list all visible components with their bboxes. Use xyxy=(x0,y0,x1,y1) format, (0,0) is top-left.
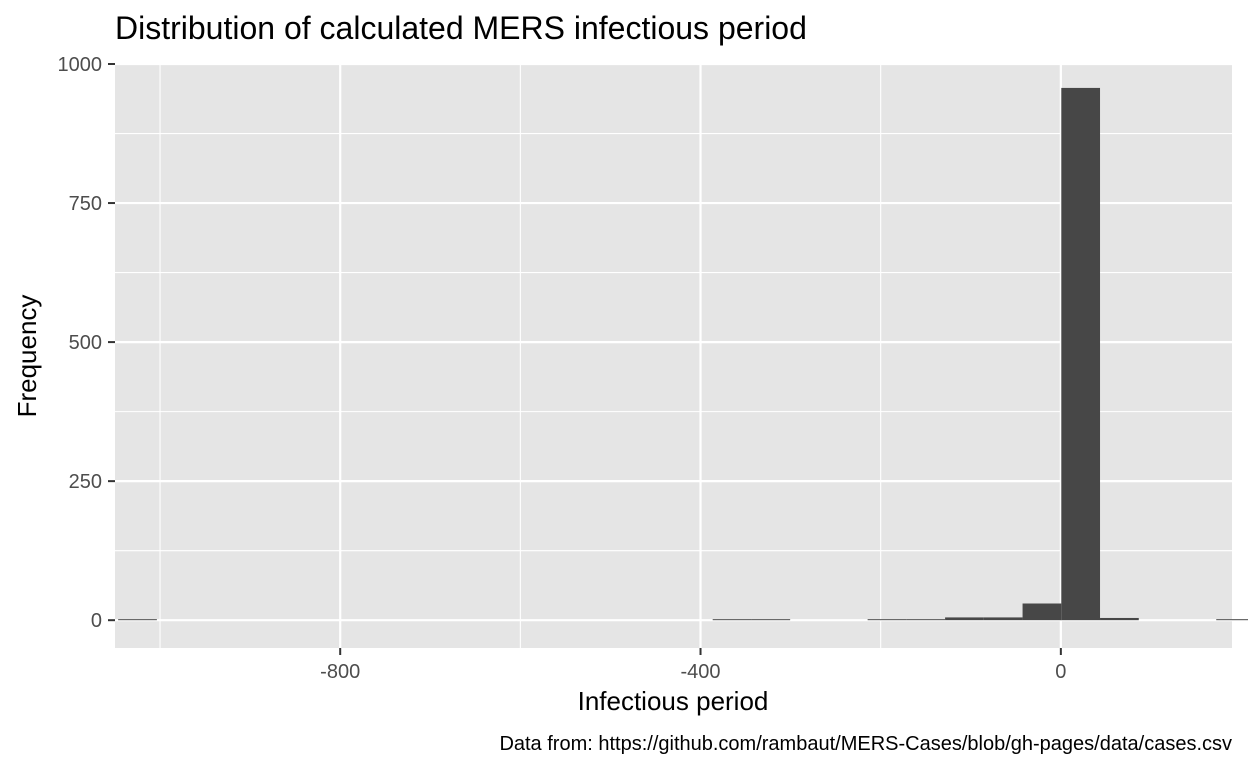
histogram-bars xyxy=(118,87,1248,621)
histogram-bar xyxy=(867,619,907,621)
y-axis-title: Frequency xyxy=(12,295,42,418)
x-tick-label: -400 xyxy=(681,661,721,683)
histogram-bar xyxy=(1100,617,1139,621)
x-tick-label: -800 xyxy=(320,661,360,683)
chart-title: Distribution of calculated MERS infectio… xyxy=(115,10,807,46)
histogram-bar xyxy=(1216,619,1248,621)
histogram-bar xyxy=(751,619,791,621)
y-tick-label: 0 xyxy=(91,610,102,632)
x-axis: -800 -400 0 xyxy=(320,648,1066,683)
y-tick-label: 750 xyxy=(69,193,102,215)
y-tick-label: 250 xyxy=(69,471,102,493)
y-tick-label: 1000 xyxy=(58,54,103,76)
histogram-bar xyxy=(945,617,984,621)
histogram-bar xyxy=(118,619,157,621)
histogram-bar xyxy=(983,617,1023,621)
minor-gridlines xyxy=(115,64,1232,648)
histogram-bar xyxy=(712,619,752,621)
x-tick-label: 0 xyxy=(1055,661,1066,683)
y-tick-label: 500 xyxy=(69,332,102,354)
x-axis-title: Infectious period xyxy=(578,686,769,716)
histogram-bar xyxy=(1061,87,1101,621)
histogram-bar xyxy=(906,619,946,621)
chart-caption: Data from: https://github.com/rambaut/ME… xyxy=(499,733,1232,755)
histogram-bar xyxy=(1022,603,1062,621)
y-axis: 0 250 500 750 1000 xyxy=(58,54,115,632)
